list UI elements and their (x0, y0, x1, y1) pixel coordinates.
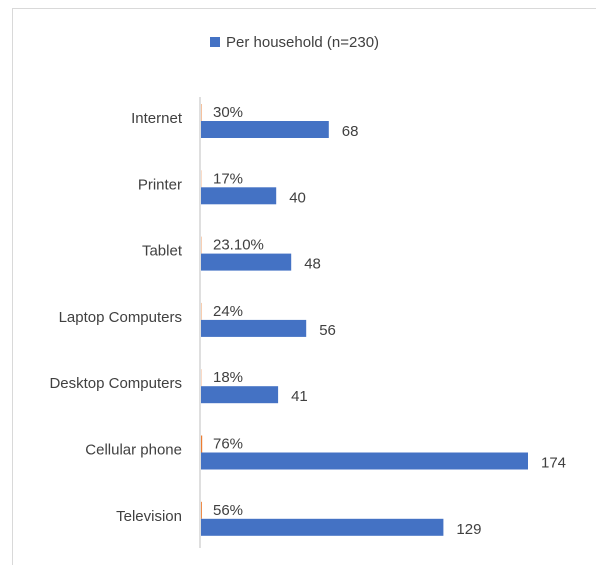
percent-label: 17% (213, 170, 243, 187)
household-bar (201, 187, 277, 205)
legend: Per household (n=230) (210, 34, 379, 51)
category-label: Printer (138, 176, 182, 193)
percent-label: 24% (213, 303, 243, 320)
household-bar (201, 452, 528, 470)
value-label: 56 (319, 322, 336, 339)
chart-frame (12, 8, 596, 565)
legend-swatch (210, 37, 220, 47)
category-label: Internet (131, 110, 183, 127)
value-label: 129 (456, 521, 481, 538)
category-label: Laptop Computers (59, 309, 182, 326)
percent-label: 56% (213, 502, 243, 519)
value-label: 41 (291, 388, 308, 405)
percent-bar (201, 501, 202, 519)
value-label: 174 (541, 455, 566, 472)
category-label: Desktop Computers (49, 375, 182, 392)
value-label: 48 (304, 256, 321, 273)
percent-label: 23.10% (213, 237, 264, 254)
percent-label: 18% (213, 369, 243, 386)
category-label: Tablet (142, 243, 183, 260)
household-bar (201, 518, 444, 536)
household-bar (201, 121, 329, 138)
value-label: 40 (289, 189, 306, 206)
percent-bar (201, 435, 203, 453)
category-label: Cellular phone (85, 442, 182, 459)
value-label: 68 (342, 123, 359, 140)
percent-label: 30% (213, 104, 243, 121)
household-bar (201, 319, 307, 337)
legend-label: Per household (n=230) (226, 34, 379, 51)
category-label: Television (116, 508, 182, 525)
household-bar (201, 386, 279, 404)
household-bar (201, 253, 292, 271)
percent-label: 76% (213, 436, 243, 453)
